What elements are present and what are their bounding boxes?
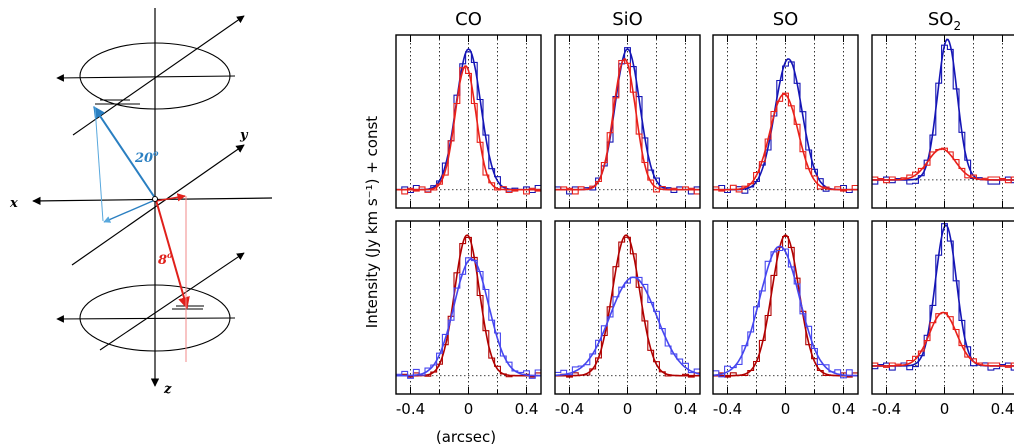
series-fit-curve xyxy=(554,276,701,377)
series-histogram xyxy=(872,312,1014,368)
column-title: SO2 xyxy=(928,9,961,33)
geometry-diagram: z x y 20o 8o xyxy=(9,8,273,397)
x-tick-label: -0.4 xyxy=(396,400,425,418)
y-axis-title: Intensity (Jy km s⁻¹) + const xyxy=(363,116,381,328)
series-histogram xyxy=(872,147,1014,184)
column-title: SO xyxy=(773,9,799,30)
column-title: SiO xyxy=(612,9,643,30)
series-fit-curve xyxy=(872,224,1014,367)
upper-projection-line xyxy=(94,106,104,222)
lower-projection-vector xyxy=(155,193,186,202)
series-fit-curve xyxy=(396,258,541,377)
profile-panel: -0.4 0 0.4 xyxy=(871,220,1014,418)
series-histogram xyxy=(872,223,1014,371)
series-fit-curve xyxy=(712,245,858,377)
x-tick-label: 0 xyxy=(781,400,791,418)
series-fit-curve xyxy=(555,58,700,191)
series-fit-curve xyxy=(396,65,541,191)
x-tick-label: 0.4 xyxy=(674,400,698,418)
panel-frame xyxy=(554,220,701,395)
x-tick-label: 0 xyxy=(623,400,633,418)
panel-frame xyxy=(554,34,701,209)
series-histogram xyxy=(872,44,1014,185)
x-tick-label: 0 xyxy=(940,400,950,418)
series-fit-curve xyxy=(713,93,858,191)
series-fit-curve xyxy=(872,38,1014,181)
x-tick-label: -0.4 xyxy=(555,400,584,418)
x-tick-label: 0 xyxy=(464,400,474,418)
panel-frame xyxy=(871,220,1014,395)
y-axis-label: y xyxy=(239,128,249,143)
profile-panel: -0.4 0 0.4 xyxy=(712,220,859,418)
upper-angle-label: 20o xyxy=(134,148,159,166)
panel-frame xyxy=(395,220,542,395)
series-histogram xyxy=(555,276,700,376)
upper-projection-vector xyxy=(103,199,156,223)
x-tick-label: -0.4 xyxy=(713,400,742,418)
profile-panel xyxy=(712,34,859,209)
profile-grid: Intensity (Jy km s⁻¹) + const (arcsec) C… xyxy=(363,9,1014,446)
panel-frame xyxy=(871,34,1014,209)
x-tick-label: 0.4 xyxy=(832,400,856,418)
x-axis-label: x xyxy=(9,196,18,211)
lower-direction-vector xyxy=(155,199,190,310)
x-tick-label: -0.4 xyxy=(872,400,901,418)
profile-panel: -0.4 0 0.4 xyxy=(554,220,701,418)
origin-point xyxy=(152,196,158,202)
profile-panel xyxy=(554,34,701,209)
upper-x-axis xyxy=(56,74,236,82)
upper-y-axis xyxy=(72,15,245,136)
x-tick-label: 0.4 xyxy=(515,400,539,418)
z-axis-label: z xyxy=(163,382,172,397)
profile-panel: -0.4 0 0.4 xyxy=(395,220,542,418)
panel-frame xyxy=(395,34,542,209)
profile-panel xyxy=(871,34,1014,209)
series-fit-curve xyxy=(872,311,1014,367)
series-fit-curve xyxy=(872,148,1014,181)
x-axis-title: (arcsec) xyxy=(436,428,496,446)
profile-panel xyxy=(395,34,542,209)
series-fit-curve xyxy=(713,234,858,377)
series-fit-curve xyxy=(555,234,700,377)
column-title: CO xyxy=(455,9,482,30)
series-histogram xyxy=(396,67,541,195)
series-histogram xyxy=(396,257,541,379)
lower-y-axis xyxy=(99,252,245,351)
lower-angle-label: 8o xyxy=(158,250,173,268)
x-tick-label: 0.4 xyxy=(991,400,1014,418)
column-title-subscript: 2 xyxy=(953,19,961,33)
upper-direction-vector xyxy=(93,106,156,199)
